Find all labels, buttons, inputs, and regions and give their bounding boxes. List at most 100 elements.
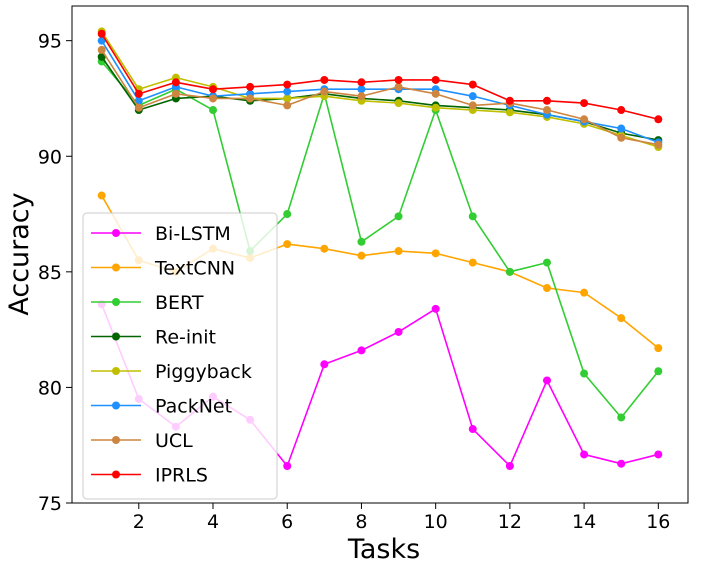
- data-point: [654, 450, 663, 459]
- data-point: [542, 106, 551, 115]
- legend-label: UCL: [155, 430, 193, 452]
- data-point: [505, 267, 514, 276]
- series-ucl: [97, 45, 663, 149]
- data-point: [654, 140, 663, 149]
- data-point: [97, 191, 106, 200]
- series-line: [101, 60, 659, 419]
- legend-marker: [112, 436, 120, 444]
- legend-entry: UCL: [91, 430, 193, 452]
- data-point: [468, 92, 477, 101]
- y-tick-label: 95: [38, 31, 62, 53]
- data-point: [468, 425, 477, 434]
- series-line: [101, 49, 659, 146]
- data-point: [320, 87, 329, 96]
- axes-layer: 2 4 6 8 10 12 14 16 75 80 85 90 95: [38, 5, 689, 533]
- data-point: [431, 75, 440, 84]
- data-point: [468, 101, 477, 110]
- data-point: [431, 249, 440, 258]
- data-point: [97, 36, 106, 45]
- x-tick-label: 14: [572, 511, 596, 533]
- data-point: [394, 212, 403, 221]
- y-tick-label: 85: [38, 262, 62, 284]
- data-point: [97, 45, 106, 54]
- data-point: [394, 247, 403, 256]
- data-point: [134, 89, 143, 98]
- data-point: [431, 103, 440, 112]
- data-point: [654, 115, 663, 124]
- series-line: [101, 40, 659, 144]
- data-point: [246, 94, 255, 103]
- y-tick-label: 80: [38, 377, 62, 399]
- data-point: [431, 304, 440, 313]
- data-point: [209, 85, 218, 94]
- data-point: [209, 106, 218, 115]
- data-point: [617, 124, 626, 133]
- data-point: [283, 94, 292, 103]
- data-point: [394, 82, 403, 91]
- legend-label: IPRLS: [155, 465, 208, 487]
- legend-box: [82, 212, 278, 500]
- x-tick-label: 16: [646, 511, 670, 533]
- data-point: [505, 96, 514, 105]
- data-point: [617, 413, 626, 422]
- data-point: [580, 450, 589, 459]
- legend-marker: [112, 298, 120, 306]
- legend-marker: [112, 367, 120, 375]
- data-point: [171, 78, 180, 87]
- data-point: [320, 75, 329, 84]
- data-point: [654, 344, 663, 353]
- data-point: [357, 237, 366, 246]
- legend-marker: [112, 332, 120, 341]
- data-point: [209, 94, 218, 103]
- legend-entry: Bi-LSTM: [91, 223, 231, 245]
- x-tick-label: 4: [207, 511, 219, 533]
- data-point: [468, 212, 477, 221]
- series-layer: [97, 27, 663, 471]
- data-point: [134, 96, 143, 105]
- legend-marker: [112, 470, 120, 479]
- data-point: [357, 92, 366, 101]
- data-point: [542, 284, 551, 293]
- legend-label: Bi-LSTM: [155, 223, 231, 245]
- x-tick-label: 2: [133, 511, 145, 533]
- data-point: [246, 82, 255, 91]
- data-point: [171, 89, 180, 98]
- legend-marker: [112, 229, 120, 237]
- series-line: [101, 30, 659, 148]
- x-tick-label: 10: [424, 511, 448, 533]
- data-point: [468, 80, 477, 89]
- data-point: [505, 108, 514, 117]
- data-point: [283, 240, 292, 249]
- data-point: [394, 75, 403, 84]
- series-re-init: [97, 52, 663, 145]
- data-point: [283, 80, 292, 89]
- legend-marker: [112, 263, 120, 272]
- data-point: [283, 87, 292, 96]
- data-point: [617, 106, 626, 115]
- data-point: [97, 29, 106, 38]
- data-point: [580, 369, 589, 378]
- x-tick-label: 12: [498, 511, 522, 533]
- y-axis-label: Accuracy: [4, 192, 35, 315]
- data-point: [431, 89, 440, 98]
- legend: Bi-LSTM TextCNN BERT Re-init Piggyback PackNe…: [82, 212, 278, 500]
- data-point: [283, 210, 292, 219]
- data-point: [617, 314, 626, 323]
- legend-label: PackNet: [155, 396, 232, 418]
- data-point: [617, 459, 626, 468]
- x-tick-label: 8: [355, 511, 367, 533]
- x-axis-label: Tasks: [347, 534, 420, 565]
- data-point: [320, 360, 329, 369]
- data-point: [357, 85, 366, 94]
- data-point: [580, 99, 589, 108]
- data-point: [283, 101, 292, 110]
- legend-entry: PackNet: [91, 396, 232, 418]
- data-point: [134, 103, 143, 112]
- y-tick-label: 75: [38, 493, 62, 515]
- legend-entry: Re-init: [91, 327, 216, 349]
- data-point: [394, 327, 403, 336]
- data-point: [542, 376, 551, 385]
- x-tick-label: 6: [281, 511, 293, 533]
